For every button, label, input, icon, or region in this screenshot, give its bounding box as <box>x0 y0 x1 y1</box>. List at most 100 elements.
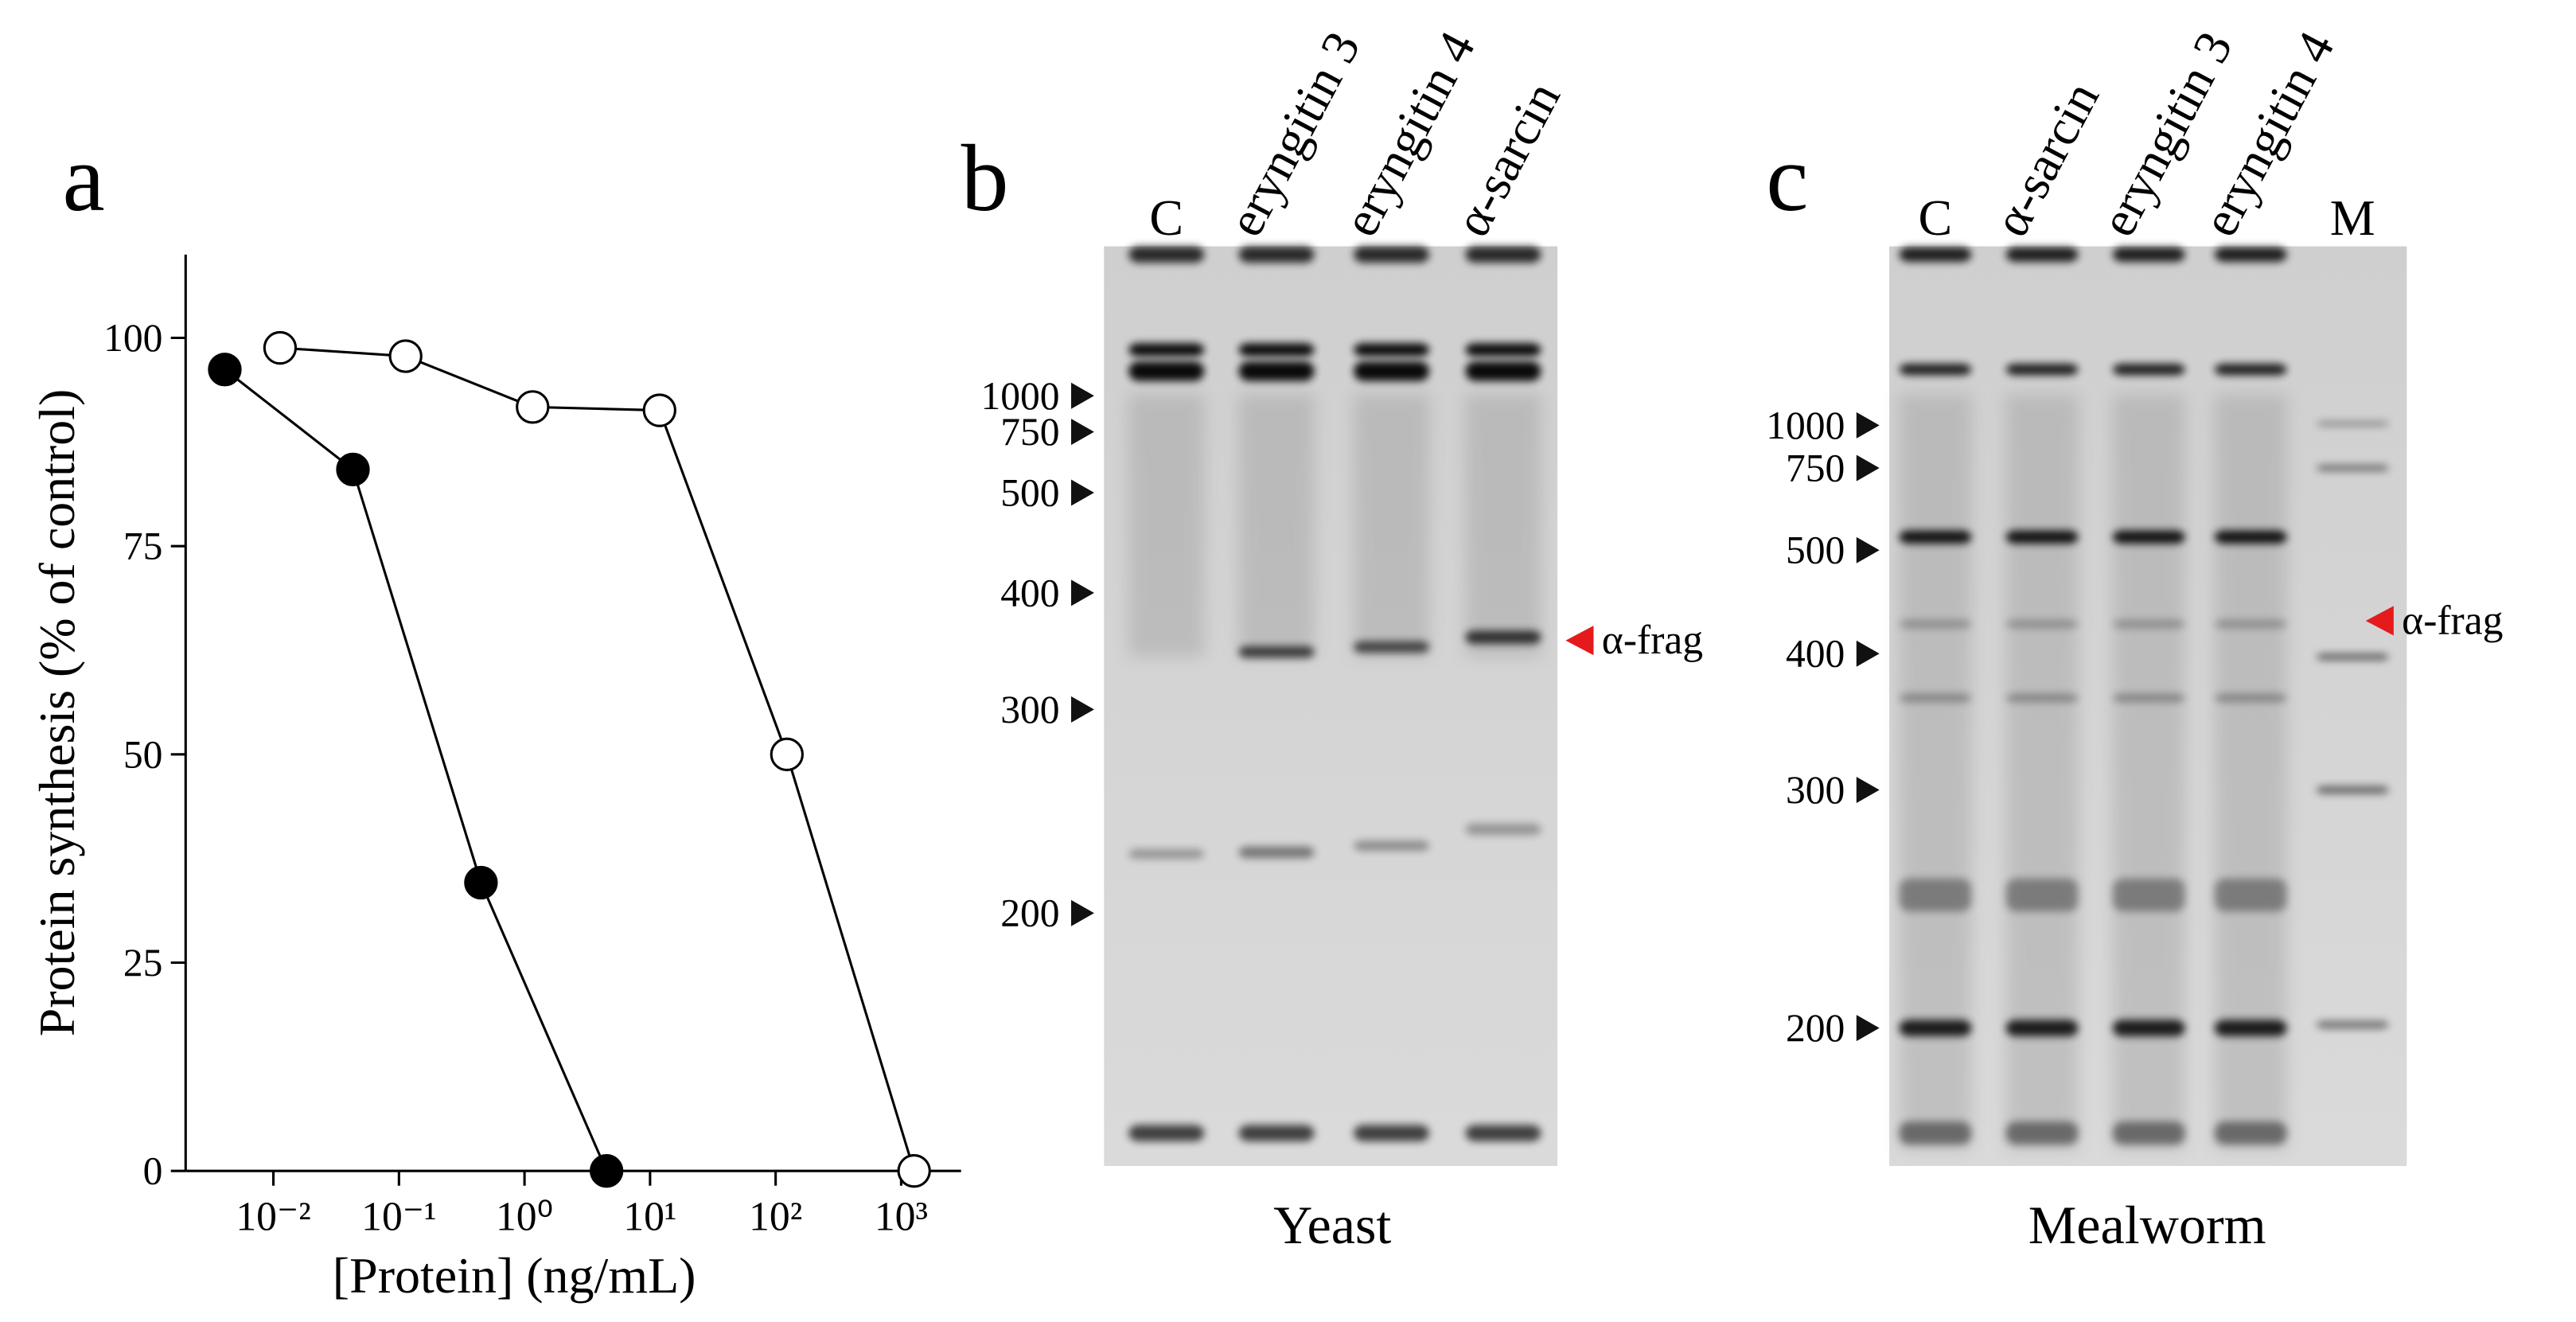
data-point <box>770 737 804 771</box>
lane-smear <box>1238 394 1315 657</box>
gel-band <box>2005 1020 2079 1036</box>
gel-band <box>2112 247 2185 263</box>
data-point <box>589 1154 624 1188</box>
size-marker-arrow <box>1856 640 1880 667</box>
gel-band <box>2005 247 2079 263</box>
gel-band <box>1354 343 1430 357</box>
size-marker-arrow <box>1856 536 1880 564</box>
data-point <box>208 353 242 387</box>
x-tick-label: 10⁰ <box>496 1194 553 1239</box>
size-marker-label: 200 <box>1000 891 1059 935</box>
gel-band <box>1465 343 1541 357</box>
size-marker-label: 500 <box>1000 471 1059 515</box>
gel-band <box>2112 364 2185 376</box>
gel-band <box>2214 1020 2287 1036</box>
gel-band <box>1465 361 1541 381</box>
size-marker-label: 750 <box>1786 447 1845 490</box>
panel-label: a <box>62 125 104 231</box>
gel-band <box>2112 693 2185 703</box>
gel-band <box>1899 530 1972 544</box>
lane-label: C <box>1149 189 1183 246</box>
gel-band <box>2214 530 2287 544</box>
size-marker-label: 300 <box>1786 768 1845 812</box>
size-marker-arrow <box>1070 899 1094 926</box>
size-marker-arrow <box>1856 776 1880 803</box>
gel-band <box>2112 619 2185 629</box>
y-tick-label: 75 <box>123 525 163 568</box>
size-marker-label: 200 <box>1786 1006 1845 1050</box>
gel-band <box>1238 846 1315 859</box>
fragment-label: α-frag <box>1602 618 1703 663</box>
size-marker-arrow <box>1070 382 1094 409</box>
gel-band <box>2112 878 2185 912</box>
size-marker-arrow <box>1856 454 1880 482</box>
gel-band <box>1354 361 1430 381</box>
x-tick-label: 10⁻² <box>236 1194 310 1239</box>
gel-image <box>1104 246 1558 1166</box>
x-tick-label: 10¹ <box>623 1194 676 1239</box>
gel-band <box>1899 1121 1972 1145</box>
x-axis-label: [Protein] (ng/mL) <box>333 1247 696 1304</box>
gel-image <box>1889 246 2407 1166</box>
lane-label: α-sarcin <box>1444 72 1571 245</box>
panel-label: c <box>1766 125 1808 231</box>
gel-band <box>2005 619 2079 629</box>
gel-band <box>1238 361 1315 381</box>
y-tick-label: 100 <box>103 316 162 360</box>
gel-band <box>2316 653 2389 661</box>
gel-band <box>2214 1121 2287 1145</box>
gel-band <box>1899 364 1972 376</box>
size-marker-label: 1000 <box>1766 404 1845 447</box>
gel-band <box>1354 641 1430 653</box>
data-point <box>464 865 498 900</box>
gel-band <box>2005 364 2079 376</box>
data-point <box>897 1154 931 1188</box>
gel-band <box>2005 878 2079 912</box>
gel-band <box>2214 693 2287 703</box>
gel-band <box>2316 464 2389 472</box>
size-marker-arrow <box>1856 1015 1880 1042</box>
gel-caption: Mealworm <box>2028 1195 2266 1255</box>
series-line <box>279 346 916 1172</box>
gel-band <box>1128 848 1205 860</box>
gel-band <box>1899 693 1972 703</box>
gel-band <box>1128 246 1205 263</box>
gel-band <box>1238 343 1315 357</box>
gel-band <box>1465 1125 1541 1142</box>
y-tick-label: 50 <box>123 732 163 776</box>
gel-band <box>2112 1121 2185 1145</box>
data-point <box>388 339 423 373</box>
gel-band <box>2112 530 2185 544</box>
gel-background <box>1104 246 1558 1166</box>
gel-band <box>1899 878 1972 912</box>
size-marker-arrow <box>1070 419 1094 446</box>
data-point <box>642 393 676 427</box>
gel-band <box>1128 361 1205 381</box>
lane-smear <box>1465 394 1541 657</box>
gel-band <box>1354 840 1430 851</box>
gel-band <box>1899 619 1972 629</box>
gel-band <box>1465 630 1541 644</box>
gel-band <box>2005 693 2079 703</box>
lane-label: C <box>1919 189 1953 246</box>
x-tick-label: 10² <box>749 1194 802 1239</box>
size-marker-arrow <box>1856 411 1880 439</box>
gel-band <box>2316 421 2389 427</box>
y-tick-label: 0 <box>143 1149 163 1193</box>
fragment-arrow <box>2365 606 2394 636</box>
size-marker-label: 1000 <box>980 374 1059 418</box>
gel-band <box>2316 1020 2389 1029</box>
gel-band <box>1465 823 1541 836</box>
gel-band <box>1899 247 1972 263</box>
gel-band <box>2112 1020 2185 1036</box>
gel-band <box>2005 530 2079 544</box>
size-marker-arrow <box>1070 479 1094 506</box>
data-point <box>263 330 298 365</box>
gel-band <box>1238 1125 1315 1142</box>
gel-band <box>2214 247 2287 263</box>
lane-label: M <box>2330 189 2375 246</box>
x-tick-label: 10⁻¹ <box>361 1194 436 1239</box>
fragment-label: α-frag <box>2402 598 2503 643</box>
